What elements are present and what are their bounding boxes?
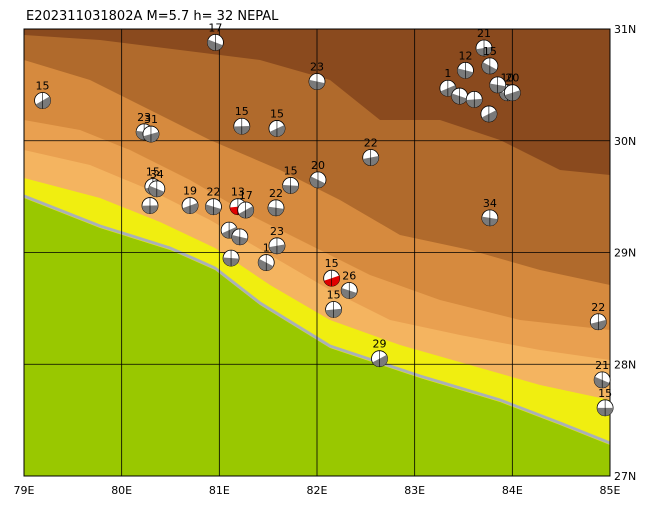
depth-label: 1 <box>263 242 270 255</box>
beachball-compression <box>238 206 254 219</box>
depth-label: 29 <box>373 338 387 351</box>
focal-mechanism <box>233 117 251 135</box>
focal-mechanism <box>371 350 388 368</box>
focal-mechanism <box>457 61 474 79</box>
lat-tick-label: 28N <box>614 358 636 371</box>
focal-mechanism <box>465 91 483 108</box>
depth-label: 26 <box>342 269 356 282</box>
beachball-compression <box>35 96 51 109</box>
depth-label: 17 <box>239 189 253 202</box>
lon-tick-label: 81E <box>209 484 230 497</box>
focal-mechanism <box>222 249 240 267</box>
focal-mechanism <box>268 120 286 137</box>
focal-mechanism <box>589 313 607 331</box>
focal-mechanism <box>480 105 498 123</box>
depth-label: 19 <box>183 185 197 198</box>
focal-mechanism <box>237 201 255 219</box>
beachball-compression <box>372 354 388 367</box>
depth-label: 15 <box>325 257 339 270</box>
lat-tick-label: 31N <box>614 23 636 36</box>
focal-mechanism <box>323 269 341 287</box>
focal-mechanism <box>231 228 249 246</box>
focal-mechanism <box>340 282 358 299</box>
lat-tick-label: 27N <box>614 470 636 483</box>
focal-mechanism <box>481 57 499 75</box>
focal-mechanism <box>141 197 159 214</box>
lat-tick-label: 29N <box>614 247 636 260</box>
beachball-compression <box>481 62 497 74</box>
depth-label: 15 <box>235 105 249 118</box>
depth-label: 13 <box>231 186 245 199</box>
depth-label: 15 <box>483 45 497 58</box>
focal-mechanism <box>481 209 499 227</box>
focal-mechanism <box>503 84 521 102</box>
lon-tick-label: 84E <box>502 484 523 497</box>
depth-label: 22 <box>269 187 283 200</box>
title: E202311031802A M=5.7 h= 32 NEPAL <box>26 9 279 24</box>
focal-mechanism <box>596 399 614 417</box>
focal-mechanism <box>257 254 275 271</box>
depth-label: 15 <box>598 387 612 400</box>
focal-mechanism <box>309 171 327 189</box>
depth-label: 23 <box>137 111 151 124</box>
depth-label: 20 <box>505 72 519 85</box>
focal-mechanism <box>267 199 285 217</box>
depth-label: 15 <box>146 166 160 179</box>
beachball-compression <box>258 258 274 271</box>
focal-mechanism <box>439 79 457 97</box>
focal-mechanism <box>34 92 51 109</box>
depth-label: 22 <box>364 137 378 150</box>
depth-label: 1 <box>444 67 451 80</box>
depth-label: 22 <box>591 301 605 314</box>
depth-label: 15 <box>270 107 284 120</box>
depth-label: 21 <box>477 27 491 40</box>
lon-tick-label: 85E <box>600 484 621 497</box>
focal-mechanism <box>325 301 343 318</box>
depth-label: 31 <box>144 113 158 126</box>
focal-mechanism <box>181 197 199 214</box>
depth-label: 23 <box>310 61 324 74</box>
focal-mechanism <box>475 39 493 57</box>
lon-tick-label: 83E <box>404 484 425 497</box>
beachball-compression <box>310 176 326 188</box>
focal-mechanism <box>308 73 326 90</box>
focal-mechanism <box>282 177 300 194</box>
focal-mechanism <box>205 198 222 216</box>
focal-mechanism <box>593 371 611 389</box>
depth-label: 15 <box>284 164 298 177</box>
focal-mechanism <box>142 125 160 143</box>
focal-mechanism <box>362 149 380 166</box>
depth-label: 17 <box>208 21 222 34</box>
depth-label: 15 <box>36 80 50 93</box>
lon-tick-label: 80E <box>111 484 132 497</box>
depth-label: 23 <box>270 225 284 238</box>
beachball-compression <box>481 110 497 122</box>
map-frame <box>23 28 611 477</box>
depth-label: 20 <box>311 159 325 172</box>
depth-label: 12 <box>458 49 472 62</box>
focal-mechanism <box>268 237 286 255</box>
depth-label: 34 <box>483 197 497 210</box>
focal-mechanism <box>148 180 166 198</box>
beachball-compression <box>269 125 285 137</box>
focal-mechanism <box>207 34 224 51</box>
lon-tick-label: 79E <box>14 484 35 497</box>
focal-mechanism <box>489 76 507 94</box>
lon-tick-label: 82E <box>307 484 328 497</box>
depth-label: 15 <box>327 288 341 301</box>
depth-label: 22 <box>206 186 220 199</box>
depth-label: 34 <box>150 168 164 181</box>
depth-label: 21 <box>595 359 609 372</box>
lat-tick-label: 30N <box>614 135 636 148</box>
